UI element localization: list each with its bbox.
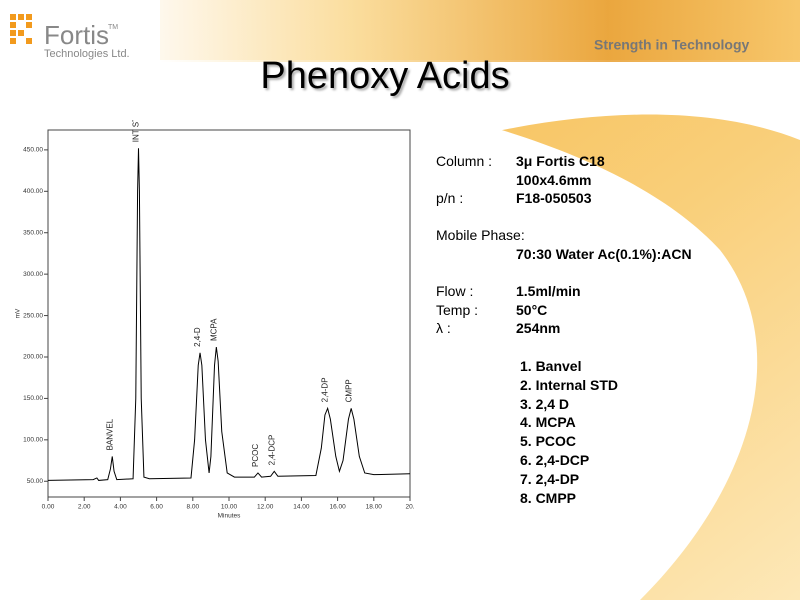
peak-label: BANVEL (105, 418, 114, 450)
condition-value: 3μ Fortis C18 (516, 153, 605, 169)
condition-row: Flow : 1.5ml/min (436, 282, 692, 301)
peak-label: CMPP (344, 379, 353, 402)
condition-label (436, 245, 516, 264)
condition-row: λ : 254nm (436, 319, 692, 338)
x-tick-label: 18.00 (366, 504, 383, 511)
x-tick-label: 14.00 (293, 504, 310, 511)
condition-label: p/n : (436, 190, 464, 207)
y-tick-label: 450.00 (23, 147, 43, 154)
trace (47, 148, 411, 481)
y-tick-label: 400.00 (23, 188, 43, 195)
y-tick-label: 200.00 (23, 354, 43, 361)
spacer (436, 264, 692, 283)
top-banner (160, 0, 800, 62)
condition-label: Mobile Phase: (436, 227, 525, 244)
white-area (0, 60, 758, 600)
condition-row: 70:30 Water Ac(0.1%):ACN (436, 245, 692, 264)
condition-label: λ : (436, 320, 451, 337)
peak-label: INT STD (132, 120, 141, 142)
condition-value: 50°C (516, 301, 548, 318)
slide-title: Phenoxy Acids (260, 55, 509, 97)
x-axis-label: Minutes (218, 513, 242, 520)
x-tick-label: 0.00 (42, 504, 55, 511)
condition-value: F18-050503 (516, 190, 592, 207)
condition-row: Temp : 50°C (436, 301, 692, 320)
peak-item: 1. Banvel (520, 358, 582, 374)
peak-item: 6. 2,4-DCP (520, 451, 590, 468)
condition-value: 254nm (516, 320, 561, 337)
condition-value: 1.5ml/min (516, 283, 581, 300)
y-tick-label: 250.00 (23, 312, 43, 319)
condition-label: Column : (436, 153, 493, 169)
conditions: Column : 3μ Fortis C18 100x4.6mm p/n : F18-0… (436, 152, 692, 338)
logo-tm: TM (108, 24, 118, 31)
peak-label: 2,4-DCP (267, 435, 276, 466)
plot-frame (47, 129, 411, 498)
y-tick-label: 300.00 (23, 271, 43, 278)
y-tick-label: 350.00 (23, 229, 43, 236)
peak-label: MCPA (209, 318, 218, 341)
x-tick-label: 10.00 (221, 504, 238, 511)
peak-item: 4. MCPA (520, 414, 576, 431)
y-axis-label: mV (15, 308, 22, 318)
peak-list: 1. Banvel 2. Internal STD 3. 2,4 D 4. MCPA 5… (520, 357, 618, 507)
condition-row: p/n : F18-050503 (436, 189, 692, 208)
logo-sub: Technologies Ltd. (44, 48, 130, 60)
condition-row: Mobile Phase: (436, 226, 692, 245)
tagline: Strength in Technology (594, 37, 750, 53)
peak-label: 2,4-D (193, 327, 202, 347)
peak-label: 2,4-DP (321, 377, 330, 402)
peak-item: 5. PCOC (520, 433, 577, 450)
condition-value: 70:30 Water Ac(0.1%):ACN (516, 245, 692, 262)
peak-item: 8. CMPP (520, 489, 577, 506)
x-tick-label: 16.00 (329, 504, 346, 511)
chart: 50.00 100.00 150.00 200.00 250.00 300.00 350.0… (15, 120, 415, 520)
logo-name: Fortis (44, 20, 109, 50)
condition-value: 100x4.6mm (516, 171, 592, 188)
logo-area (0, 0, 160, 62)
peak-label: PCOC (251, 444, 260, 467)
condition-row: 100x4.6mm (436, 171, 692, 190)
x-tick-label: 4.00 (114, 504, 127, 511)
spacer (436, 208, 692, 227)
condition-row: Column : 3μ Fortis C18 (436, 152, 692, 171)
peak-item: 7. 2,4-DP (520, 470, 580, 487)
x-tick-label: 20. (405, 504, 414, 511)
y-tick-label: 50.00 (27, 478, 44, 485)
peak-item: 3. 2,4 D (520, 395, 570, 412)
x-tick-label: 6.00 (150, 504, 163, 511)
y-tick-label: 100.00 (23, 437, 43, 444)
condition-label: Flow : (436, 283, 474, 300)
condition-label: Temp : (436, 301, 479, 318)
condition-label (436, 171, 516, 190)
x-tick-label: 2.00 (78, 504, 91, 511)
x-tick-label: 8.00 (186, 504, 199, 511)
y-tick-label: 150.00 (23, 395, 43, 402)
logo-mark (10, 14, 32, 44)
peak-item: 2. Internal STD (520, 376, 619, 393)
x-tick-label: 12.00 (257, 504, 274, 511)
